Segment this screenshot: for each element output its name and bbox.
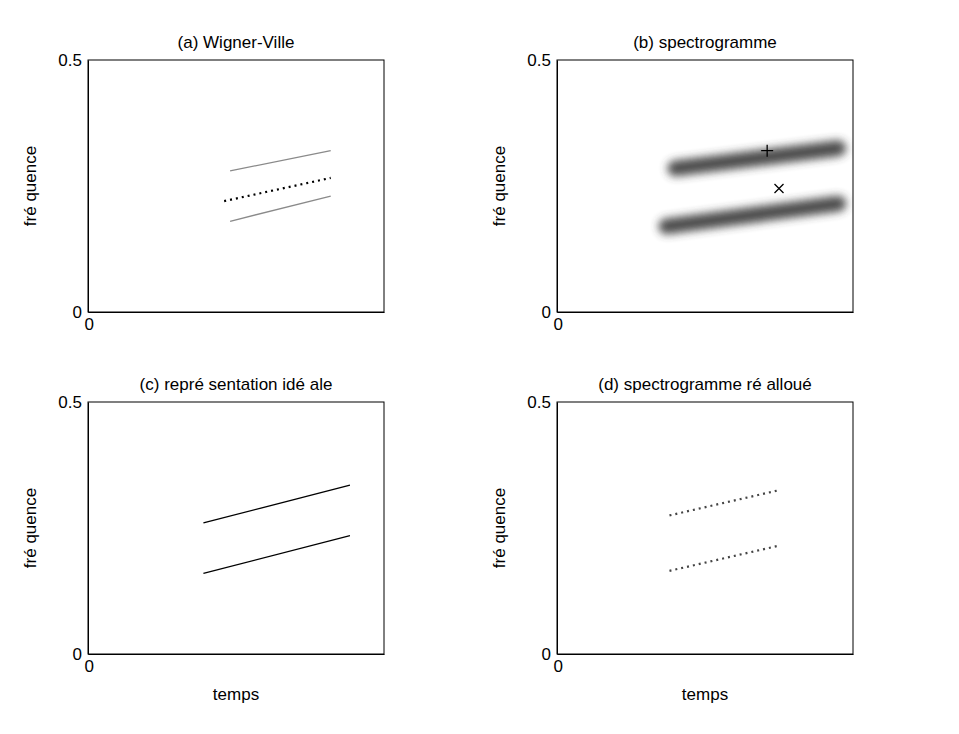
y-axis-title: fré quence [490, 146, 509, 226]
panel-title: (a) Wigner-Ville [178, 33, 295, 52]
plot-marks [667, 145, 839, 227]
tick: 0 [85, 654, 94, 676]
y-axis: 00.5 [58, 51, 88, 322]
line [203, 536, 350, 574]
plot-marks [203, 485, 350, 573]
x-axis-title: temps [213, 685, 259, 704]
panel-title: (b) spectrogramme [633, 33, 777, 52]
line [224, 178, 331, 201]
tick-label: 0 [73, 303, 82, 322]
x-axis: 0 [85, 312, 385, 334]
axis-line [558, 654, 854, 655]
axis-line [557, 61, 558, 313]
plot-marks [669, 490, 779, 571]
x-axis: 0 [554, 312, 854, 334]
axis-line [558, 312, 854, 313]
figure: 000.5(a) Wigner-Villefré quence000.5(b) … [0, 0, 959, 734]
tick-label: 0.5 [527, 51, 551, 70]
tick-label: 0.5 [58, 51, 82, 70]
line [203, 485, 350, 523]
panel: 000.5(a) Wigner-Villefré quence [21, 33, 385, 334]
y-axis: 00.5 [527, 51, 557, 322]
y-axis: 00.5 [527, 393, 557, 664]
tick-label: 0 [85, 657, 94, 676]
tick: 0.5 [527, 51, 557, 70]
y-axis: 00.5 [58, 393, 88, 664]
panel: 000.5(d) spectrogramme ré allouéfré quen… [490, 375, 854, 704]
tick: 0.5 [58, 393, 88, 412]
plot-marks [224, 151, 331, 222]
tick-label: 0 [554, 657, 563, 676]
tick: 0.5 [527, 393, 557, 412]
panel-title: (d) spectrogramme ré alloué [598, 375, 812, 394]
plot-frame [557, 402, 853, 654]
tick: 0 [85, 312, 94, 334]
tick: 0 [554, 654, 563, 676]
axis-line [88, 61, 89, 313]
tick: 0 [73, 303, 88, 322]
panel: 000.5(b) spectrogrammefré quence [490, 33, 854, 334]
y-axis-title: fré quence [490, 488, 509, 568]
y-axis-title: fré quence [21, 488, 40, 568]
x-axis-title: temps [682, 685, 728, 704]
axis-line [557, 403, 558, 655]
x-axis: 0 [554, 654, 854, 676]
tick-label: 0.5 [58, 393, 82, 412]
tick-label: 0 [73, 645, 82, 664]
tick: 0 [554, 312, 563, 334]
x-axis: 0 [85, 654, 385, 676]
tick-label: 0 [85, 315, 94, 334]
panel-title: (c) repré sentation idé ale [140, 375, 333, 394]
line [669, 546, 779, 571]
line [230, 196, 331, 221]
tick-label: 0.5 [527, 393, 551, 412]
axis-line [89, 654, 385, 655]
marker [761, 145, 773, 157]
plot-frame [88, 60, 384, 312]
line [667, 204, 839, 227]
line [675, 148, 838, 168]
line [669, 490, 779, 515]
panel: 000.5(c) repré sentation idé alefré quen… [21, 375, 385, 704]
tick: 0.5 [58, 51, 88, 70]
tick-label: 0 [554, 315, 563, 334]
axis-line [88, 403, 89, 655]
tick: 0 [73, 645, 88, 664]
tick: 0 [542, 303, 557, 322]
tick-label: 0 [542, 303, 551, 322]
tick-label: 0 [542, 645, 551, 664]
tick: 0 [542, 645, 557, 664]
axis-line [89, 312, 385, 313]
line [230, 151, 331, 171]
y-axis-title: fré quence [21, 146, 40, 226]
plot-frame [557, 60, 853, 312]
marker [775, 184, 784, 193]
plot-frame [88, 402, 384, 654]
